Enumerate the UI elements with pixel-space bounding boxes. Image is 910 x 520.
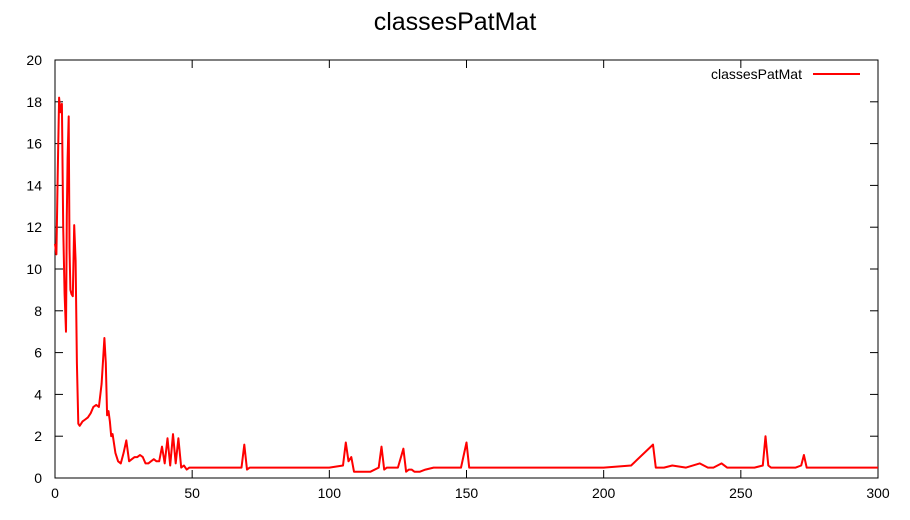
chart-title: classesPatMat xyxy=(373,8,537,36)
y-tick-label: 12 xyxy=(26,219,42,235)
axis-ticks xyxy=(54,59,879,479)
y-tick-label: 16 xyxy=(26,136,42,152)
y-tick-label: 10 xyxy=(26,261,42,277)
plot-frame xyxy=(54,59,879,479)
x-tick-label: 50 xyxy=(184,485,200,501)
x-tick-label: 150 xyxy=(455,485,479,501)
y-tick-label: 18 xyxy=(26,94,42,110)
x-tick-label: 0 xyxy=(51,485,59,501)
y-tick-label: 4 xyxy=(34,386,42,402)
series-layer xyxy=(54,96,878,473)
x-tick-label: 300 xyxy=(866,485,890,501)
y-tick-label: 0 xyxy=(34,470,42,486)
legend-label: classesPatMat xyxy=(711,66,802,82)
y-tick-label: 8 xyxy=(34,303,42,319)
legend: classesPatMat xyxy=(711,66,860,82)
y-tick-label: 14 xyxy=(26,177,42,193)
series-line-0 xyxy=(54,96,878,473)
axis-tick-labels: 0 50 100 150 200 250 300 0 2 4 6 8 10 12 14 16 18 20 xyxy=(26,52,889,501)
y-tick-label: 20 xyxy=(26,52,42,68)
x-tick-label: 200 xyxy=(592,485,616,501)
y-tick-label: 6 xyxy=(34,345,42,361)
x-tick-label: 100 xyxy=(318,485,342,501)
y-tick-label: 2 xyxy=(34,428,42,444)
x-tick-label: 250 xyxy=(729,485,753,501)
